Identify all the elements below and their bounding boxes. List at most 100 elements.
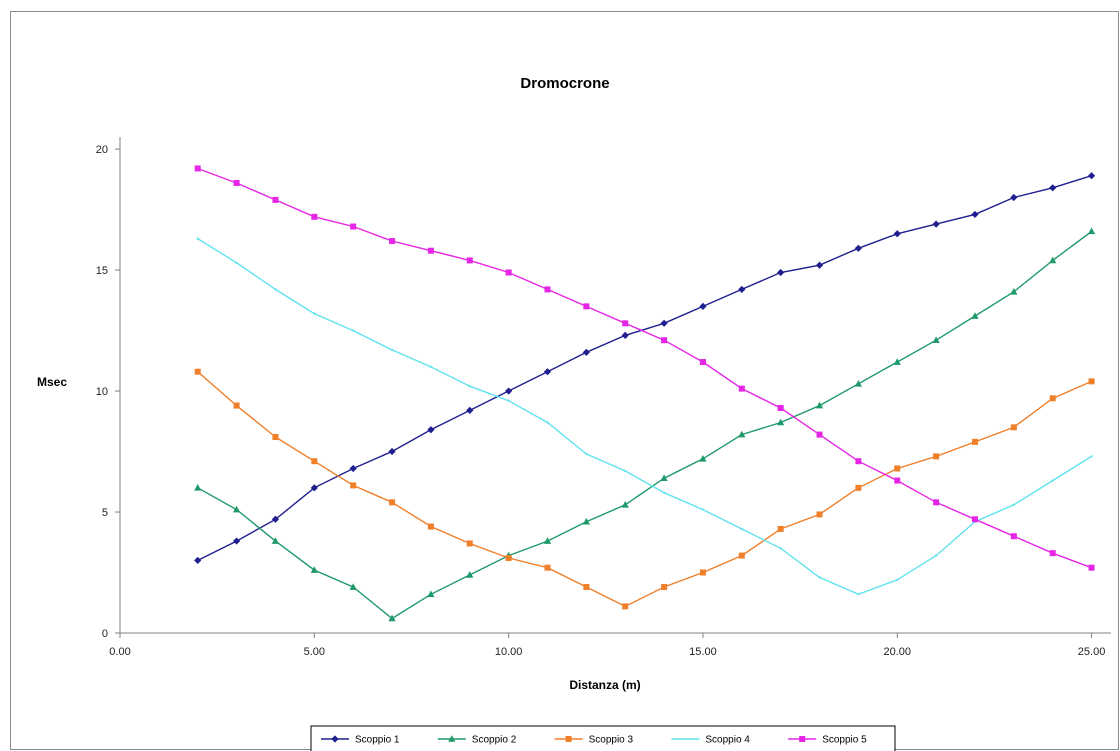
legend-label: Scoppio 5	[822, 735, 867, 746]
data-point	[196, 237, 199, 240]
legend-swatch-marker	[799, 736, 806, 742]
data-point	[661, 337, 668, 344]
data-point	[622, 603, 629, 610]
data-point	[350, 482, 357, 489]
series-layer	[194, 165, 1096, 622]
legend: Scoppio 1 Scoppio 2 Scoppio 3 Scoppio 4 Scop…	[310, 725, 896, 751]
data-point	[194, 165, 201, 172]
data-point	[738, 552, 745, 559]
data-point	[194, 368, 201, 375]
data-point	[272, 434, 279, 441]
data-point	[660, 319, 668, 327]
legend-label: Scoppio 4	[705, 735, 750, 746]
data-point	[194, 556, 202, 565]
legend-swatch-marker	[331, 735, 339, 743]
data-point	[893, 358, 901, 365]
data-point	[1049, 184, 1057, 192]
data-point	[777, 418, 785, 426]
legend-label: Scoppio 1	[355, 735, 400, 746]
series-2	[194, 227, 1096, 622]
legend-label: Scoppio 3	[589, 735, 634, 746]
data-point	[933, 453, 940, 460]
data-point	[815, 401, 824, 409]
data-point	[505, 554, 512, 561]
y-tick-label: 0	[102, 628, 108, 640]
data-point	[232, 505, 241, 513]
data-point	[582, 348, 590, 356]
data-point	[194, 484, 202, 491]
series-4	[196, 237, 1093, 596]
data-point	[427, 247, 434, 254]
x-axis-title: Distanza (m)	[569, 678, 640, 692]
y-tick-label: 10	[96, 386, 108, 398]
data-point	[777, 268, 785, 277]
data-point	[349, 464, 357, 473]
data-point	[1049, 395, 1056, 402]
data-point	[1010, 193, 1018, 202]
data-point	[815, 261, 824, 269]
data-point	[1090, 455, 1093, 458]
data-point	[624, 469, 627, 473]
data-point	[583, 584, 590, 591]
data-point	[777, 525, 784, 532]
data-point	[1088, 378, 1095, 385]
data-point	[660, 474, 668, 481]
data-point	[971, 438, 978, 445]
data-point	[1010, 424, 1017, 431]
data-point	[857, 593, 860, 596]
data-point	[388, 447, 396, 456]
data-point	[932, 336, 940, 344]
chart-frame: Dromocrone 0 5 10 15 20 0.00 5.00 10.00 15.00 20.…	[10, 11, 1119, 751]
data-point	[1010, 288, 1018, 295]
data-point	[274, 288, 277, 291]
data-point	[271, 537, 280, 544]
data-point	[544, 286, 551, 293]
series-line	[197, 175, 1092, 562]
data-point	[466, 540, 473, 547]
x-tick-label: 0.00	[109, 646, 130, 658]
legend-item: Scoppio 1	[321, 735, 400, 746]
data-point	[818, 576, 821, 579]
data-point	[427, 590, 435, 598]
legend-label: Scoppio 2	[472, 735, 517, 746]
data-point	[662, 491, 666, 494]
data-point	[544, 564, 551, 571]
data-point	[1087, 172, 1096, 180]
y-tick-label: 5	[102, 507, 108, 519]
data-point	[310, 484, 318, 492]
data-point	[816, 511, 823, 518]
data-point	[699, 569, 706, 576]
legend-item: Scoppio 5	[788, 735, 867, 746]
data-point	[934, 554, 938, 557]
data-point	[932, 220, 940, 228]
data-point	[779, 547, 782, 550]
data-point	[466, 571, 474, 578]
data-point	[311, 458, 318, 465]
data-point	[507, 399, 510, 402]
data-point	[854, 379, 862, 387]
data-point	[894, 477, 901, 484]
series-line	[197, 238, 1092, 596]
data-point	[855, 458, 862, 465]
data-point	[1012, 503, 1016, 506]
chart-title: Dromocrone	[520, 75, 609, 92]
x-tick-label: 15.00	[689, 646, 717, 658]
data-point	[427, 426, 435, 434]
legend-swatch-marker	[448, 735, 456, 742]
x-tick-label: 25.00	[1078, 646, 1106, 658]
data-point	[583, 303, 590, 310]
legend-swatch-marker	[565, 736, 572, 742]
data-point	[1049, 256, 1057, 264]
data-point	[1088, 564, 1095, 571]
data-point	[621, 331, 629, 339]
data-point	[699, 454, 707, 462]
data-point	[622, 320, 629, 327]
data-point	[621, 500, 629, 508]
data-point	[738, 430, 746, 438]
data-point	[738, 385, 745, 392]
data-point	[1049, 550, 1056, 557]
series-5	[194, 165, 1095, 571]
x-tick-label: 5.00	[304, 646, 325, 658]
x-tick-label: 10.00	[495, 646, 523, 658]
series-line	[197, 230, 1093, 620]
